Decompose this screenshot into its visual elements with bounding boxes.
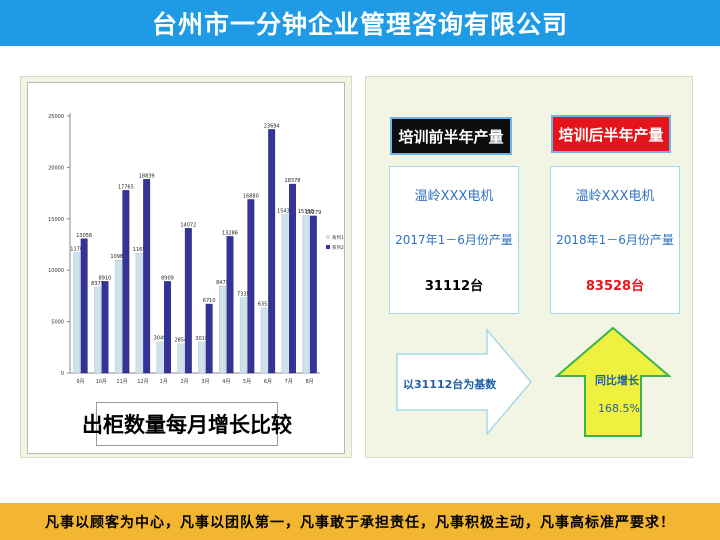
- right-arrow-shape: [396, 328, 532, 437]
- bar-series1: [177, 343, 185, 374]
- bar-series1: [302, 214, 310, 374]
- bar-series1: [94, 286, 101, 374]
- data-label: 8377: [91, 281, 104, 287]
- x-tick-label: 6月: [264, 379, 272, 385]
- bar-series2: [101, 281, 109, 374]
- footer-slogan: 凡事以顾客为中心，凡事以团队第一，凡事敢于承担责任，凡事积极主动，凡事高标准严要…: [45, 514, 675, 531]
- data-label: 7335: [237, 292, 250, 298]
- data-label: 3049: [154, 336, 167, 342]
- legend-label: 系列2: [332, 244, 344, 251]
- data-label: 2854: [174, 338, 187, 344]
- bar-series2: [80, 238, 88, 374]
- legend-swatch: [326, 235, 330, 239]
- y-tick-label: 15000: [48, 217, 64, 223]
- up-arrow-shape: [555, 326, 671, 437]
- data-label: 8909: [161, 275, 174, 281]
- x-tick-label: 3月: [201, 379, 209, 385]
- bar-series2: [143, 179, 151, 374]
- bar-series2: [205, 303, 213, 374]
- bar-series2: [289, 183, 296, 374]
- data-label: 18378: [285, 178, 301, 184]
- bar-series1: [135, 253, 143, 374]
- y-tick-label: 20000: [48, 165, 64, 171]
- after-training-label: 培训后半年产量: [551, 115, 671, 153]
- bar-series1: [198, 341, 206, 374]
- bar-series1: [219, 285, 226, 374]
- data-label: 16880: [243, 193, 259, 199]
- y-tick-label: 5000: [51, 320, 64, 326]
- x-tick-label: 11月: [116, 379, 127, 385]
- data-label: 8910: [99, 275, 112, 281]
- x-tick-label: 4月: [222, 379, 230, 385]
- x-tick-label: 9月: [76, 379, 84, 385]
- after-value: 83528台: [585, 279, 645, 294]
- right-arrow-label: 以31112台为基数: [403, 378, 497, 391]
- y-tick-label: 0: [61, 371, 64, 377]
- x-tick-label: 12月: [137, 379, 148, 385]
- before-product: 温岭XXX电机: [414, 189, 494, 204]
- before-training-label: 培训前半年产量: [390, 117, 512, 155]
- before-info-box: 温岭XXX电机 2017年1－6月份产量 31112台: [389, 166, 519, 314]
- data-label: 14072: [180, 222, 196, 228]
- bar-series2: [122, 190, 130, 374]
- data-label: 15358: [298, 209, 314, 215]
- chart-caption: 出柜数量每月增长比较: [82, 402, 292, 446]
- data-label: 1165: [133, 247, 146, 253]
- data-label: 23694: [264, 123, 280, 129]
- bar-series2: [309, 215, 317, 374]
- up-arrow-title: 同比增长: [595, 374, 639, 387]
- y-tick-label: 10000: [48, 268, 64, 274]
- x-tick-label: 10月: [96, 379, 107, 385]
- bar-series2: [268, 129, 276, 374]
- bar-chart: 0 5000 10000 15000 20000 25000 1170 13058 9月 8377…: [48, 113, 344, 385]
- x-tick-label: 2月: [180, 379, 188, 385]
- data-label: 13058: [76, 233, 92, 239]
- x-tick-label: 1月: [160, 379, 168, 385]
- header-bar: 台州市一分钟企业管理咨询有限公司: [0, 0, 720, 46]
- bar-series1: [239, 297, 247, 374]
- x-tick-label: 8月: [305, 379, 313, 385]
- bar-series1: [156, 341, 164, 374]
- data-label: 18839: [139, 173, 155, 179]
- data-label: 6710: [203, 298, 216, 304]
- legend-label: 系列1: [332, 234, 344, 241]
- after-period: 2018年1－6月份产量: [556, 233, 674, 247]
- data-label: 10988: [110, 254, 126, 260]
- data-label: 6353: [258, 302, 271, 308]
- footer-bar: 凡事以顾客为中心，凡事以团队第一，凡事敢于承担责任，凡事积极主动，凡事高标准严要…: [0, 503, 720, 540]
- bar-series1: [73, 252, 81, 374]
- chart-frame: 0 5000 10000 15000 20000 25000 1170 13058 9月 8377…: [27, 82, 345, 454]
- bar-series1: [114, 259, 122, 374]
- data-label: 17765: [118, 184, 134, 190]
- legend-swatch: [326, 245, 330, 249]
- bar-series1: [281, 214, 289, 374]
- after-product: 温岭XXX电机: [575, 189, 655, 204]
- data-label: 13286: [222, 230, 238, 236]
- after-info-box: 温岭XXX电机 2018年1－6月份产量 83528台: [550, 166, 680, 314]
- up-arrow-value: 168.5%: [598, 402, 640, 415]
- bar-series2: [184, 228, 192, 374]
- bar-series2: [247, 199, 255, 374]
- page-title: 台州市一分钟企业管理咨询有限公司: [151, 10, 568, 39]
- data-label: 3019: [195, 336, 208, 342]
- data-label: 15279: [305, 210, 321, 216]
- bar-series1: [260, 307, 268, 374]
- before-value: 31112台: [424, 279, 484, 294]
- x-tick-label: 5月: [243, 379, 251, 385]
- before-period: 2017年1－6月份产量: [395, 233, 513, 247]
- chart-panel: 0 5000 10000 15000 20000 25000 1170 13058 9月 8377…: [20, 76, 352, 458]
- data-label: 1170: [70, 247, 83, 253]
- data-label: 8473: [216, 280, 229, 286]
- y-tick-label: 25000: [48, 114, 64, 120]
- data-label: 15430: [277, 208, 293, 214]
- bar-series2: [164, 281, 171, 374]
- x-tick-label: 7月: [285, 379, 293, 385]
- bar-series2: [226, 236, 234, 374]
